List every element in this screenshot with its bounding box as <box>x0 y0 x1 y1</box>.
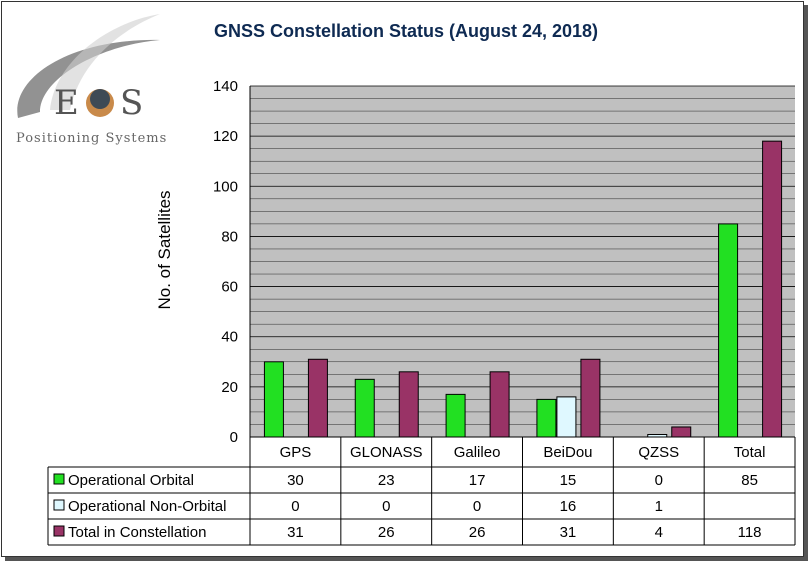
data-label: 0 <box>382 498 390 515</box>
x-tick-label: Total <box>734 444 766 461</box>
bar-2-3 <box>580 358 601 438</box>
legend-entry: Total in Constellation <box>68 524 206 541</box>
bar-1-3 <box>556 396 577 438</box>
chart-title: GNSS Constellation Status (August 24, 20… <box>214 21 598 41</box>
bar-0-0 <box>263 361 284 438</box>
legend-swatch <box>53 473 65 485</box>
x-tick-label: BeiDou <box>543 444 592 461</box>
y-tick-label: 0 <box>230 429 238 446</box>
bar-0-3 <box>536 398 557 438</box>
logo-arc-icon <box>50 14 160 110</box>
data-label: 4 <box>655 524 663 541</box>
logo-letter-e: E <box>54 83 79 123</box>
logo-subtitle: Positioning Systems <box>16 131 167 146</box>
gridlines <box>250 85 795 425</box>
data-label: 26 <box>469 524 486 541</box>
y-tick-label: 60 <box>221 279 238 296</box>
bar-0-2 <box>445 393 466 438</box>
data-label: 15 <box>560 472 577 489</box>
y-tick-label: 40 <box>221 329 238 346</box>
y-axis-label: No. of Satellites <box>155 190 174 309</box>
bar-0-1 <box>354 378 375 438</box>
data-label: 23 <box>378 472 395 489</box>
data-table: GPS GLONASS Galileo BeiDou QZSS Total Operatio… <box>47 436 796 546</box>
legend-entry: Operational Orbital <box>68 472 194 489</box>
data-label: 0 <box>473 498 481 515</box>
data-label: 26 <box>378 524 395 541</box>
bar-0-5 <box>718 223 739 438</box>
legend-entry: Operational Non-Orbital <box>68 498 226 515</box>
eos-logo: E S Positioning Systems <box>16 14 167 146</box>
y-axis-ticks: 0 20 40 60 80 100 120 140 <box>213 78 238 446</box>
data-label: 30 <box>287 472 304 489</box>
data-label: 31 <box>560 524 577 541</box>
x-tick-label: QZSS <box>638 444 679 461</box>
x-tick-label: GPS <box>280 444 312 461</box>
bar-2-0 <box>307 358 328 438</box>
data-label: 85 <box>741 472 758 489</box>
data-label: 31 <box>287 524 304 541</box>
logo-globe-shade-icon <box>90 89 110 109</box>
legend-swatch <box>53 499 65 511</box>
bar-2-4 <box>671 426 692 438</box>
data-label: 1 <box>655 498 663 515</box>
data-label: 0 <box>291 498 299 515</box>
y-tick-label: 80 <box>221 228 238 245</box>
logo-letter-s: S <box>120 83 143 123</box>
y-tick-label: 120 <box>213 128 238 145</box>
data-label: 17 <box>469 472 486 489</box>
data-label: 0 <box>655 472 663 489</box>
legend-swatch <box>53 525 65 537</box>
data-label: 16 <box>560 498 577 515</box>
bar-2-2 <box>489 371 510 438</box>
bar-2-5 <box>762 140 783 438</box>
x-tick-label: Galileo <box>454 444 501 461</box>
y-tick-label: 100 <box>213 178 238 195</box>
y-tick-label: 20 <box>221 379 238 396</box>
bar-2-1 <box>398 371 419 438</box>
x-tick-label: GLONASS <box>350 444 423 461</box>
data-label: 118 <box>738 524 762 541</box>
y-tick-label: 140 <box>213 78 238 95</box>
